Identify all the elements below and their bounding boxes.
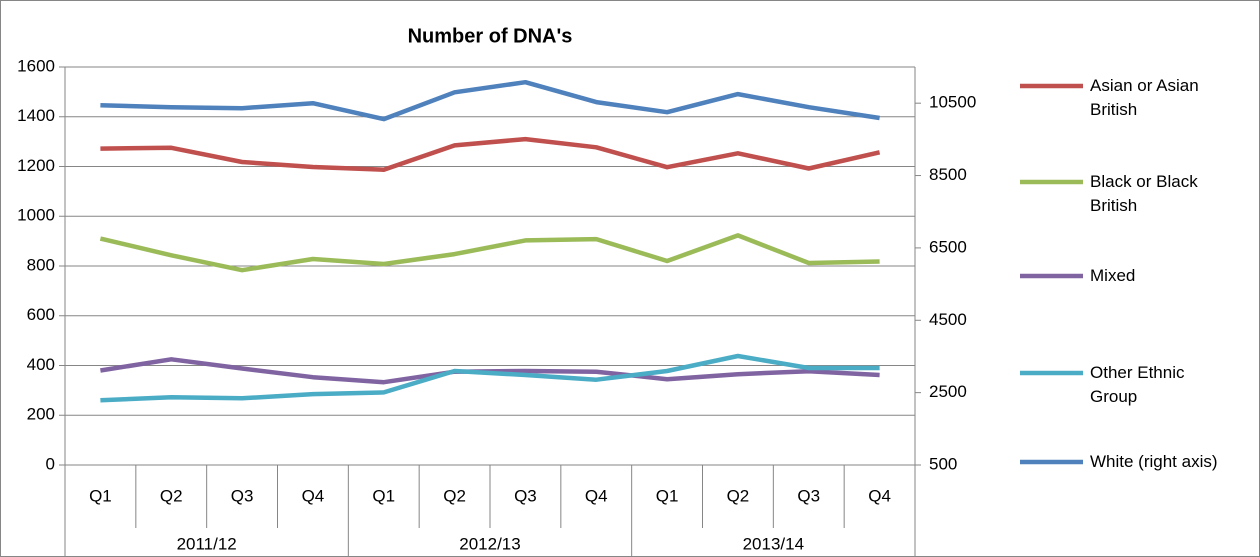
legend-label: Asian or Asian British — [1090, 76, 1199, 119]
y2-tick-label: 8500 — [929, 165, 967, 184]
x-tick-label: Q3 — [514, 486, 537, 505]
y2-tick-label: 2500 — [929, 382, 967, 401]
x-tick-label: Q1 — [372, 486, 395, 505]
x-group-label: 2011/12 — [177, 534, 237, 553]
y2-tick-label: 6500 — [929, 237, 967, 256]
y-tick-label: 0 — [46, 454, 55, 473]
y-tick-label: 1200 — [17, 156, 55, 175]
y-tick-label: 600 — [27, 305, 55, 324]
series-line — [99, 233, 880, 273]
y-tick-label: 1600 — [17, 56, 55, 75]
x-tick-label: Q3 — [231, 486, 254, 505]
x-tick-label: Q2 — [443, 486, 466, 505]
x-group-label: 2012/13 — [459, 534, 520, 553]
legend-label: Black or Black British — [1090, 172, 1198, 215]
x-tick-label: Q4 — [585, 486, 608, 505]
y2-tick-label: 4500 — [929, 310, 967, 329]
x-tick-label: Q2 — [160, 486, 183, 505]
y2-tick-label: 500 — [929, 454, 957, 473]
y-tick-label: 800 — [27, 255, 55, 274]
x-group-label: 2013/14 — [743, 534, 804, 553]
legend-label: White (right axis) — [1090, 452, 1218, 471]
y-tick-label: 1400 — [17, 106, 55, 125]
series-line — [100, 353, 880, 403]
x-tick-label: Q4 — [868, 486, 891, 505]
x-tick-label: Q3 — [797, 486, 820, 505]
x-tick-label: Q4 — [302, 486, 325, 505]
y2-tick-label: 10500 — [929, 93, 976, 112]
y-tick-label: 1000 — [17, 206, 55, 225]
legend-label: Other Ethnic Group — [1090, 363, 1185, 406]
x-tick-label: Q1 — [656, 486, 679, 505]
series-line — [100, 136, 881, 172]
x-tick-label: Q1 — [89, 486, 112, 505]
y-tick-label: 400 — [27, 355, 55, 374]
chart-title: Number of DNA's — [408, 25, 573, 47]
legend-label: Mixed — [1090, 266, 1136, 285]
y-tick-label: 200 — [27, 405, 55, 424]
x-tick-label: Q2 — [727, 486, 750, 505]
series-line — [100, 79, 880, 122]
